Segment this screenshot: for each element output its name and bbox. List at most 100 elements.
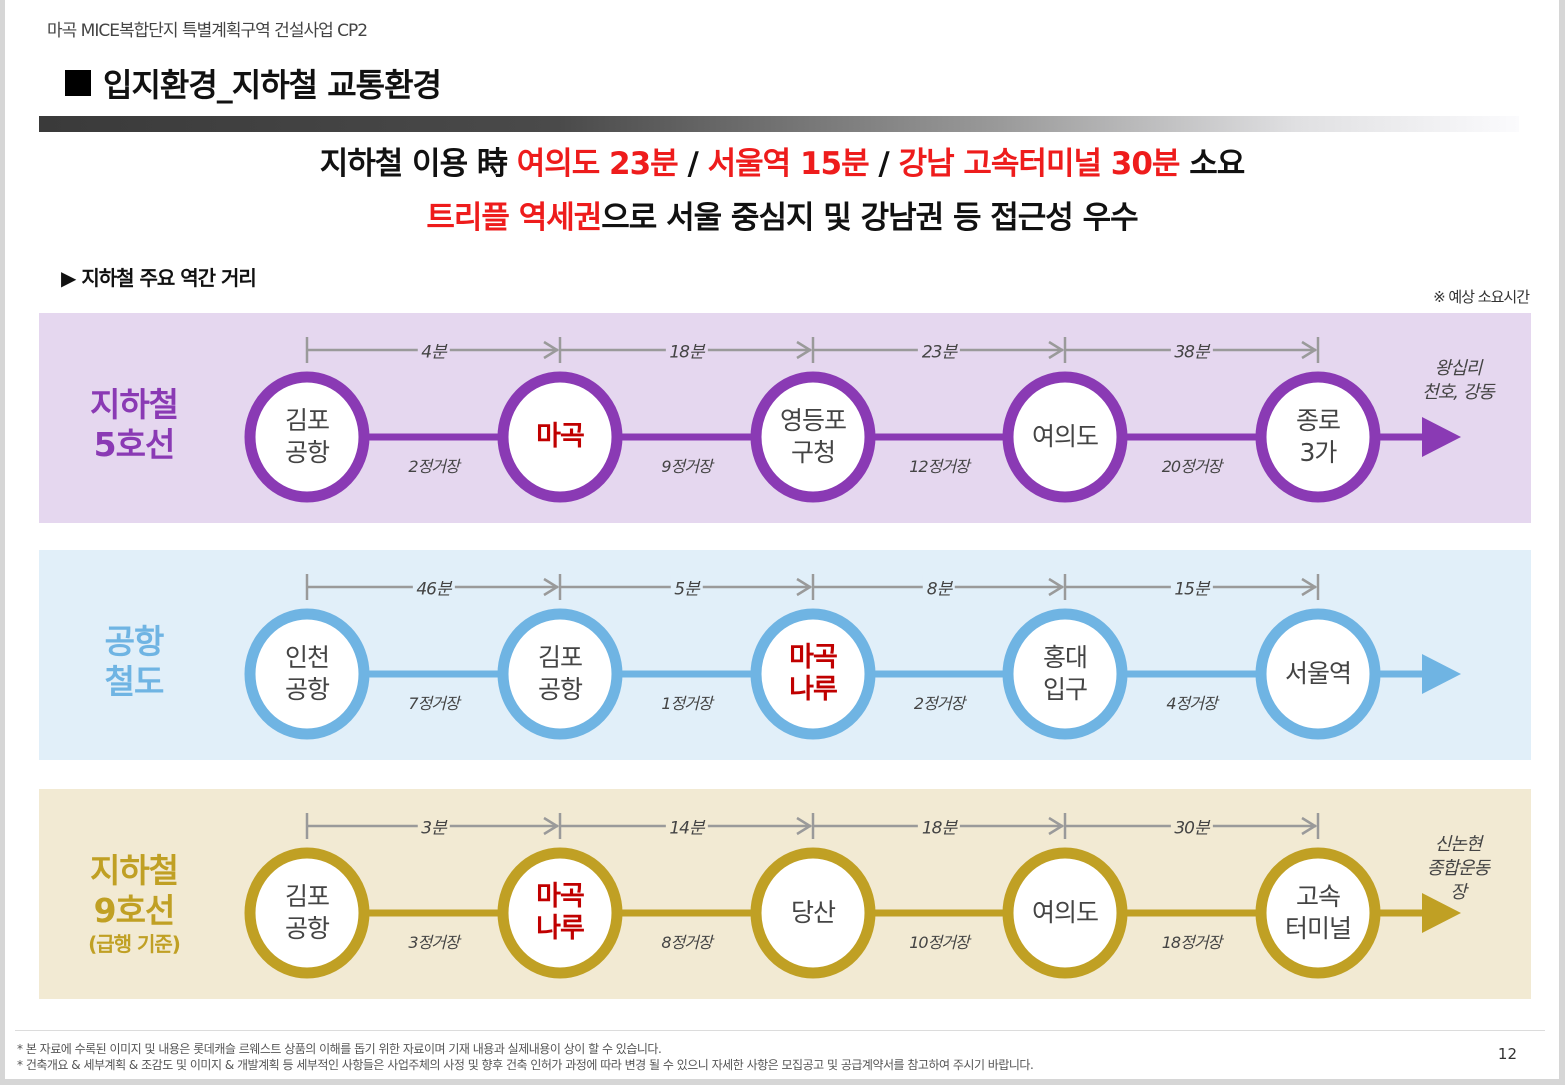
travel-time-label: 14분 xyxy=(665,813,708,839)
headline-text: 으로 서울 중심지 및 강남권 등 접근성 우수 xyxy=(601,200,1138,236)
station-circle xyxy=(497,847,623,979)
station-name: 마곡 나루 xyxy=(536,881,585,944)
destination-label: 신논현 종합운동장 xyxy=(1426,834,1490,903)
station-circle xyxy=(750,847,876,979)
bracket-arrow-icon xyxy=(1048,340,1065,360)
estimated-time-note: ※ 예상 소요시간 xyxy=(1433,288,1530,306)
line-name-1: 지하철 xyxy=(89,385,179,424)
line-band-9: 지하철 9호선 (급행 기준) 3분 14분 18분 30분 3정거장 8정거장 10정거장 18정… xyxy=(39,789,1531,999)
station-name: 종로 3가 xyxy=(1295,406,1341,467)
destination-label: 왕십리 천호, 강동 xyxy=(1422,358,1495,403)
bracket-arrow-icon xyxy=(1048,577,1065,597)
travel-time-label: 23분 xyxy=(917,337,961,363)
station-circle xyxy=(750,608,876,740)
station-name: 김포 공항 xyxy=(284,882,330,943)
line-name: 지하철 9호선 (급행 기준) xyxy=(39,851,229,957)
travel-time-label: 30분 xyxy=(1170,813,1213,839)
travel-time-label: 38분 xyxy=(1170,337,1213,363)
bracket-arrow-icon xyxy=(796,816,813,836)
station-circle xyxy=(1002,371,1128,503)
station-name: 고속 터미널 xyxy=(1284,882,1352,943)
station-name: 여의도 xyxy=(1031,422,1099,451)
station-circle xyxy=(244,608,370,740)
line-name: 공항 철도 xyxy=(39,622,229,702)
station-circle xyxy=(1255,371,1381,503)
station-name: 홍대 입구 xyxy=(1042,643,1088,704)
bracket-arrow-icon xyxy=(796,577,813,597)
headline-highlight: 강남 고속터미널 30분 xyxy=(898,146,1181,182)
stop-count-label: 20정거장 xyxy=(1161,457,1223,476)
station-name: 여의도 xyxy=(1031,898,1099,927)
stop-count-label: 2정거장 xyxy=(913,694,965,713)
headline-text: / xyxy=(868,146,899,182)
line-name: 지하철 5호선 xyxy=(39,385,229,465)
project-title: 마곡 MICE복합단지 특별계획구역 건설사업 CP2 xyxy=(47,21,368,41)
headline-highlight: 트리플 역세권 xyxy=(426,200,602,236)
stop-count-label: 1정거장 xyxy=(661,694,712,713)
disclaimer-1: * 본 자료에 수록된 이미지 및 내용은 롯데캐슬 르웨스트 상품의 이해를 … xyxy=(17,1042,662,1056)
station-circle xyxy=(750,371,876,503)
disclaimer-2: * 건축개요 & 세부계획 & 조감도 및 이미지 & 개발계획 등 세부적인 … xyxy=(17,1058,1034,1072)
page-heading: 입지환경_지하철 교통환경 xyxy=(65,60,442,106)
stop-count-label: 3정거장 xyxy=(408,933,459,952)
travel-time-label: 15분 xyxy=(1170,574,1213,600)
line-diagram xyxy=(244,813,1461,979)
station-name: 인천 공항 xyxy=(284,643,330,704)
station-circle xyxy=(244,371,370,503)
square-bullet-icon xyxy=(65,70,91,96)
stop-count-label: 12정거장 xyxy=(909,457,970,476)
headline-text: 소요 xyxy=(1179,146,1245,182)
line-name-2: 철도 xyxy=(104,662,165,701)
station-circle xyxy=(497,371,623,503)
station-name: 김포 공항 xyxy=(284,406,330,467)
line-name-1: 지하철 xyxy=(89,851,179,890)
bracket-arrow-icon xyxy=(1301,816,1318,836)
station-circle xyxy=(244,847,370,979)
line-diagram xyxy=(244,337,1461,503)
headline-line-1: 지하철 이용 時 여의도 23분 / 서울역 15분 / 강남 고속터미널 30… xyxy=(5,138,1559,183)
station-circle xyxy=(1255,847,1381,979)
line-name-2: 5호선 xyxy=(93,425,176,464)
station-name: 김포 공항 xyxy=(537,643,583,704)
headline-text: 지하철 이용 時 xyxy=(319,146,517,182)
line-diagram xyxy=(244,574,1461,740)
travel-time-label: 8분 xyxy=(922,574,956,600)
station-name: 마곡 xyxy=(536,421,585,452)
bracket-arrow-icon xyxy=(1301,577,1318,597)
stop-count-label: 7정거장 xyxy=(408,694,459,713)
page-number: 12 xyxy=(1497,1045,1517,1063)
travel-time-label: 46분 xyxy=(412,574,455,600)
station-circle xyxy=(1255,608,1381,740)
travel-time-label: 3분 xyxy=(417,813,450,839)
station-name: 서울역 xyxy=(1284,659,1352,688)
bracket-arrow-icon xyxy=(1048,816,1065,836)
station-circle xyxy=(1002,847,1128,979)
bracket-arrow-icon xyxy=(543,577,560,597)
line-band-5: 지하철 5호선 4분 18분 23분 38분 2정거장 9정거장 12정거장 20정거장 김포 공항… xyxy=(39,313,1531,523)
stop-count-label: 9정거장 xyxy=(661,457,712,476)
station-name: 영등포 구청 xyxy=(779,406,847,467)
line-name-2: 9호선 xyxy=(93,891,176,930)
bracket-arrow-icon xyxy=(796,340,813,360)
stop-count-label: 10정거장 xyxy=(909,933,970,952)
page-heading-text: 입지환경_지하철 교통환경 xyxy=(103,66,442,104)
headline-line-2: 트리플 역세권으로 서울 중심지 및 강남권 등 접근성 우수 xyxy=(5,192,1559,237)
stop-count-label: 8정거장 xyxy=(661,933,712,952)
footer-divider xyxy=(15,1030,1545,1031)
station-name: 마곡 나루 xyxy=(789,642,838,705)
direction-arrow-icon xyxy=(1422,893,1461,933)
line-band-airport: 공항 철도 46분 5분 8분 15분 7정거장 1정거장 2정거장 4정거장 인천 공항 김포 공항… xyxy=(39,550,1531,760)
bracket-arrow-icon xyxy=(543,816,560,836)
headline-highlight: 서울역 15분 xyxy=(707,146,870,182)
direction-arrow-icon xyxy=(1422,654,1461,694)
stop-count-label: 18정거장 xyxy=(1161,933,1223,952)
travel-time-label: 18분 xyxy=(917,813,961,839)
station-name: 당산 xyxy=(790,898,836,927)
headline-text: / xyxy=(677,146,708,182)
travel-time-label: 4분 xyxy=(417,337,450,363)
bracket-arrow-icon xyxy=(543,340,560,360)
heading-gradient-bar xyxy=(39,116,1519,132)
station-circle xyxy=(1002,608,1128,740)
headline-highlight: 여의도 23분 xyxy=(516,146,679,182)
stop-count-label: 4정거장 xyxy=(1166,694,1217,713)
